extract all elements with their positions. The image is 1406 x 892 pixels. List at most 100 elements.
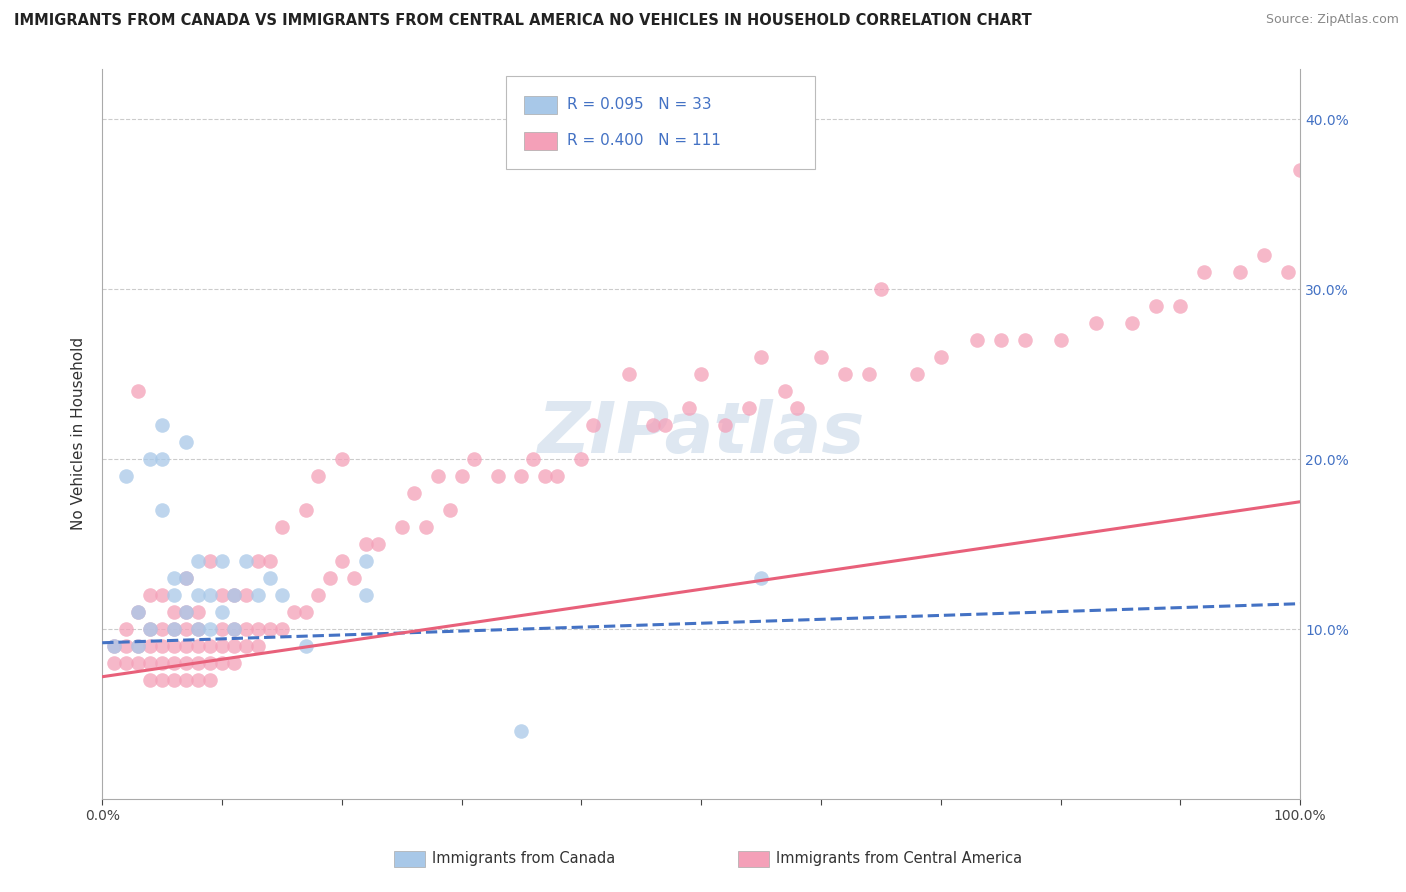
Point <box>1253 248 1275 262</box>
Point <box>139 673 162 687</box>
Point <box>127 605 149 619</box>
Point <box>115 469 138 483</box>
Point <box>150 639 173 653</box>
Point <box>354 588 377 602</box>
Point <box>582 418 605 433</box>
Point <box>319 571 342 585</box>
Point <box>235 622 257 636</box>
Point <box>354 554 377 568</box>
Point <box>1289 163 1312 178</box>
Point <box>174 605 197 619</box>
Point <box>1229 265 1251 279</box>
Point <box>150 656 173 670</box>
Point <box>307 469 329 483</box>
Point <box>150 622 173 636</box>
Point <box>415 520 437 534</box>
Point <box>211 605 233 619</box>
Point <box>246 588 269 602</box>
Point <box>139 656 162 670</box>
Point <box>187 605 209 619</box>
Point <box>139 588 162 602</box>
Point <box>187 639 209 653</box>
Point <box>139 622 162 636</box>
Text: IMMIGRANTS FROM CANADA VS IMMIGRANTS FROM CENTRAL AMERICA NO VEHICLES IN HOUSEHO: IMMIGRANTS FROM CANADA VS IMMIGRANTS FRO… <box>14 13 1032 29</box>
Point <box>246 554 269 568</box>
Point <box>163 622 186 636</box>
Point <box>259 622 281 636</box>
Point <box>139 639 162 653</box>
Point <box>127 656 149 670</box>
Point <box>330 452 353 467</box>
Point <box>654 418 676 433</box>
Point <box>510 469 533 483</box>
Point <box>690 368 713 382</box>
Point <box>714 418 737 433</box>
Point <box>749 351 772 365</box>
Point <box>270 622 292 636</box>
Point <box>187 656 209 670</box>
Point <box>534 469 557 483</box>
Point <box>367 537 389 551</box>
Point <box>463 452 485 467</box>
Point <box>174 622 197 636</box>
Point <box>546 469 568 483</box>
Text: ZIPatlas: ZIPatlas <box>537 400 865 468</box>
Point <box>486 469 509 483</box>
Point <box>450 469 472 483</box>
Point <box>103 639 125 653</box>
Point <box>127 639 149 653</box>
Point <box>139 452 162 467</box>
Point <box>749 571 772 585</box>
Point <box>354 537 377 551</box>
Point <box>163 639 186 653</box>
Point <box>103 639 125 653</box>
Point <box>222 622 245 636</box>
Text: Source: ZipAtlas.com: Source: ZipAtlas.com <box>1265 13 1399 27</box>
Point <box>174 605 197 619</box>
Point <box>222 639 245 653</box>
Point <box>150 673 173 687</box>
Point <box>198 622 221 636</box>
Point <box>174 673 197 687</box>
Point <box>211 639 233 653</box>
Point <box>198 588 221 602</box>
Point <box>1144 299 1167 313</box>
Point <box>295 605 318 619</box>
Point <box>187 554 209 568</box>
Point <box>643 418 665 433</box>
Point <box>150 503 173 517</box>
Point <box>295 639 318 653</box>
Point <box>1049 334 1071 348</box>
Point <box>139 622 162 636</box>
Point <box>1121 317 1143 331</box>
Point <box>187 622 209 636</box>
Point <box>522 452 544 467</box>
Point <box>235 639 257 653</box>
Point <box>163 605 186 619</box>
Point <box>187 588 209 602</box>
Text: R = 0.400   N = 111: R = 0.400 N = 111 <box>567 133 720 147</box>
Point <box>150 418 173 433</box>
Text: Immigrants from Central America: Immigrants from Central America <box>776 852 1022 866</box>
Point <box>198 639 221 653</box>
Point <box>222 656 245 670</box>
Point <box>990 334 1012 348</box>
Point <box>222 588 245 602</box>
Point <box>163 588 186 602</box>
Point <box>391 520 413 534</box>
Point <box>426 469 449 483</box>
Point <box>103 656 125 670</box>
Point <box>150 588 173 602</box>
Point <box>1085 317 1108 331</box>
Point <box>270 588 292 602</box>
Point <box>1194 265 1216 279</box>
Point <box>174 571 197 585</box>
Point <box>1277 265 1299 279</box>
Point <box>259 554 281 568</box>
Point <box>834 368 856 382</box>
Point <box>115 639 138 653</box>
Point <box>678 401 700 416</box>
Point <box>402 486 425 500</box>
Point <box>222 588 245 602</box>
Point <box>1014 334 1036 348</box>
